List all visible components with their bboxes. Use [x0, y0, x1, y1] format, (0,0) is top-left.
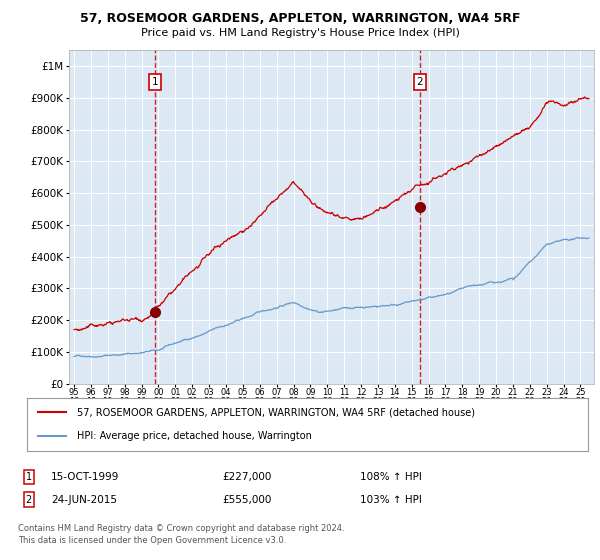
Text: £555,000: £555,000 [222, 494, 271, 505]
Text: 24-JUN-2015: 24-JUN-2015 [51, 494, 117, 505]
Text: £227,000: £227,000 [222, 472, 271, 482]
Text: 57, ROSEMOOR GARDENS, APPLETON, WARRINGTON, WA4 5RF (detached house): 57, ROSEMOOR GARDENS, APPLETON, WARRINGT… [77, 408, 475, 418]
Text: 2: 2 [26, 494, 32, 505]
Text: 108% ↑ HPI: 108% ↑ HPI [360, 472, 422, 482]
Text: 2: 2 [416, 77, 423, 87]
Text: 57, ROSEMOOR GARDENS, APPLETON, WARRINGTON, WA4 5RF: 57, ROSEMOOR GARDENS, APPLETON, WARRINGT… [80, 12, 520, 25]
Text: 15-OCT-1999: 15-OCT-1999 [51, 472, 119, 482]
Text: HPI: Average price, detached house, Warrington: HPI: Average price, detached house, Warr… [77, 431, 313, 441]
Text: Contains HM Land Registry data © Crown copyright and database right 2024.
This d: Contains HM Land Registry data © Crown c… [18, 524, 344, 545]
Text: 1: 1 [26, 472, 32, 482]
Text: Price paid vs. HM Land Registry's House Price Index (HPI): Price paid vs. HM Land Registry's House … [140, 28, 460, 38]
Text: 1: 1 [152, 77, 158, 87]
Text: 103% ↑ HPI: 103% ↑ HPI [360, 494, 422, 505]
